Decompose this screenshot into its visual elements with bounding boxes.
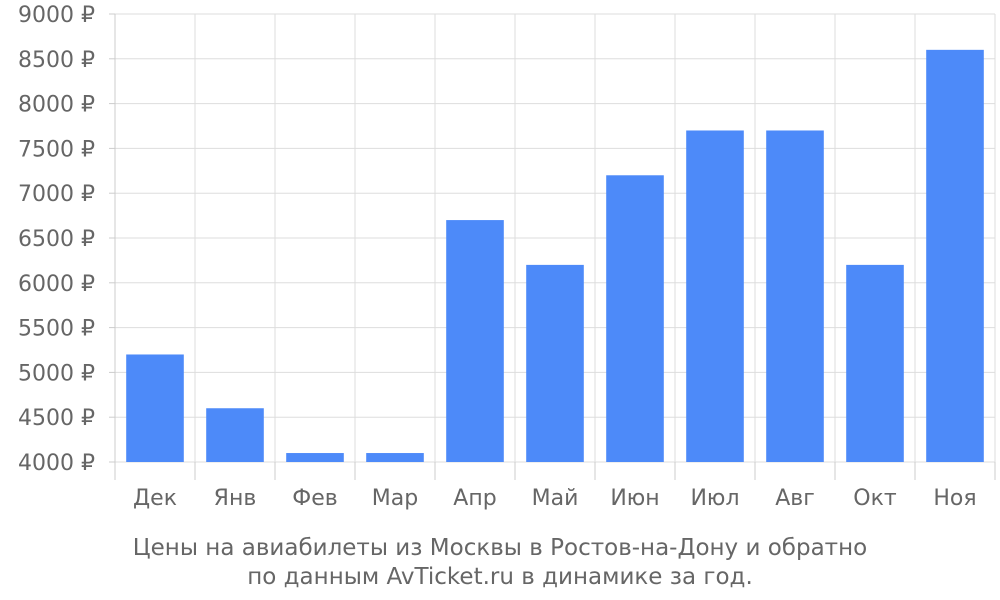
y-tick-label: 4500 ₽ xyxy=(18,406,95,431)
y-tick-label: 4000 ₽ xyxy=(18,451,95,476)
caption-line-1: Цены на авиабилеты из Москвы в Ростов-на… xyxy=(132,535,868,561)
x-tick-label: Ноя xyxy=(933,486,976,511)
y-tick-label: 6500 ₽ xyxy=(18,227,95,252)
x-tick-label: Дек xyxy=(133,486,177,511)
y-tick-label: 6000 ₽ xyxy=(18,272,95,297)
bar-10 xyxy=(846,264,904,462)
bar-2 xyxy=(206,408,264,462)
y-tick-label: 5000 ₽ xyxy=(18,361,95,386)
x-tick-label: Апр xyxy=(453,486,496,511)
bar-4 xyxy=(366,453,424,462)
bar-5 xyxy=(446,220,504,462)
bar-11 xyxy=(926,49,984,463)
x-tick-label: Мар xyxy=(372,486,418,511)
bar-1 xyxy=(126,354,184,462)
bar-chart-svg: 4000 ₽ 4500 ₽ 5000 ₽ 5500 ₽ 6000 ₽ 6500 ₽ 7000… xyxy=(18,3,996,511)
y-tick-label: 8000 ₽ xyxy=(18,93,95,118)
y-tick-label: 7500 ₽ xyxy=(18,137,95,162)
bar-6 xyxy=(526,264,584,462)
y-tick-label: 7000 ₽ xyxy=(18,182,95,207)
x-tick-label: Май xyxy=(532,486,579,511)
caption-line-2: по данным AvTicket.ru в динамике за год. xyxy=(247,564,753,590)
x-tick-label: Янв xyxy=(214,486,257,511)
y-tick-label: 8500 ₽ xyxy=(18,48,95,73)
y-tick-label: 5500 ₽ xyxy=(18,317,95,342)
x-tick-label: Окт xyxy=(853,486,897,511)
x-tick-label: Фев xyxy=(292,486,337,511)
y-tick-label: 9000 ₽ xyxy=(18,3,95,28)
bar-9 xyxy=(766,130,824,463)
x-tick-label: Июл xyxy=(690,486,739,511)
x-tick-label: Авг xyxy=(775,486,815,511)
x-tick-label: Июн xyxy=(610,486,659,511)
bar-7 xyxy=(606,175,664,462)
bar-8 xyxy=(686,130,744,463)
bar-3 xyxy=(286,453,344,462)
